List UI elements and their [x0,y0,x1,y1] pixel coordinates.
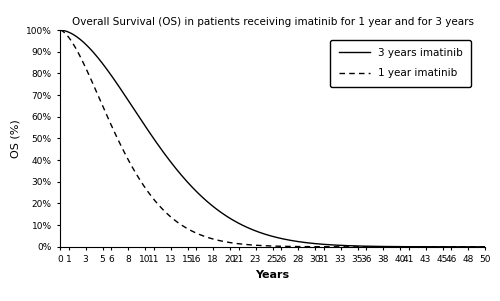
3 years imatinib [470,245,476,249]
1 year imatinib [482,245,488,249]
1 year imatinib [470,245,476,249]
3 years imatinib [57,28,63,32]
Title: Overall Survival (OS) in patients receiving imatinib for 1 year and for 3 years: Overall Survival (OS) in patients receiv… [72,17,473,26]
Y-axis label: OS (%): OS (%) [10,119,20,158]
1 year imatinib [57,28,63,32]
1 year imatinib [264,244,270,248]
Line: 1 year imatinib: 1 year imatinib [60,30,485,247]
1 year imatinib [252,244,258,247]
1 year imatinib [392,245,398,249]
1 year imatinib [470,245,476,249]
3 years imatinib [470,245,476,249]
3 years imatinib [78,39,84,42]
3 years imatinib [264,233,270,237]
3 years imatinib [252,229,258,233]
Legend: 3 years imatinib, 1 year imatinib: 3 years imatinib, 1 year imatinib [330,40,472,87]
1 year imatinib [78,58,84,61]
X-axis label: Years: Years [256,270,290,280]
Line: 3 years imatinib: 3 years imatinib [60,30,485,247]
3 years imatinib [482,245,488,249]
3 years imatinib [392,245,398,248]
